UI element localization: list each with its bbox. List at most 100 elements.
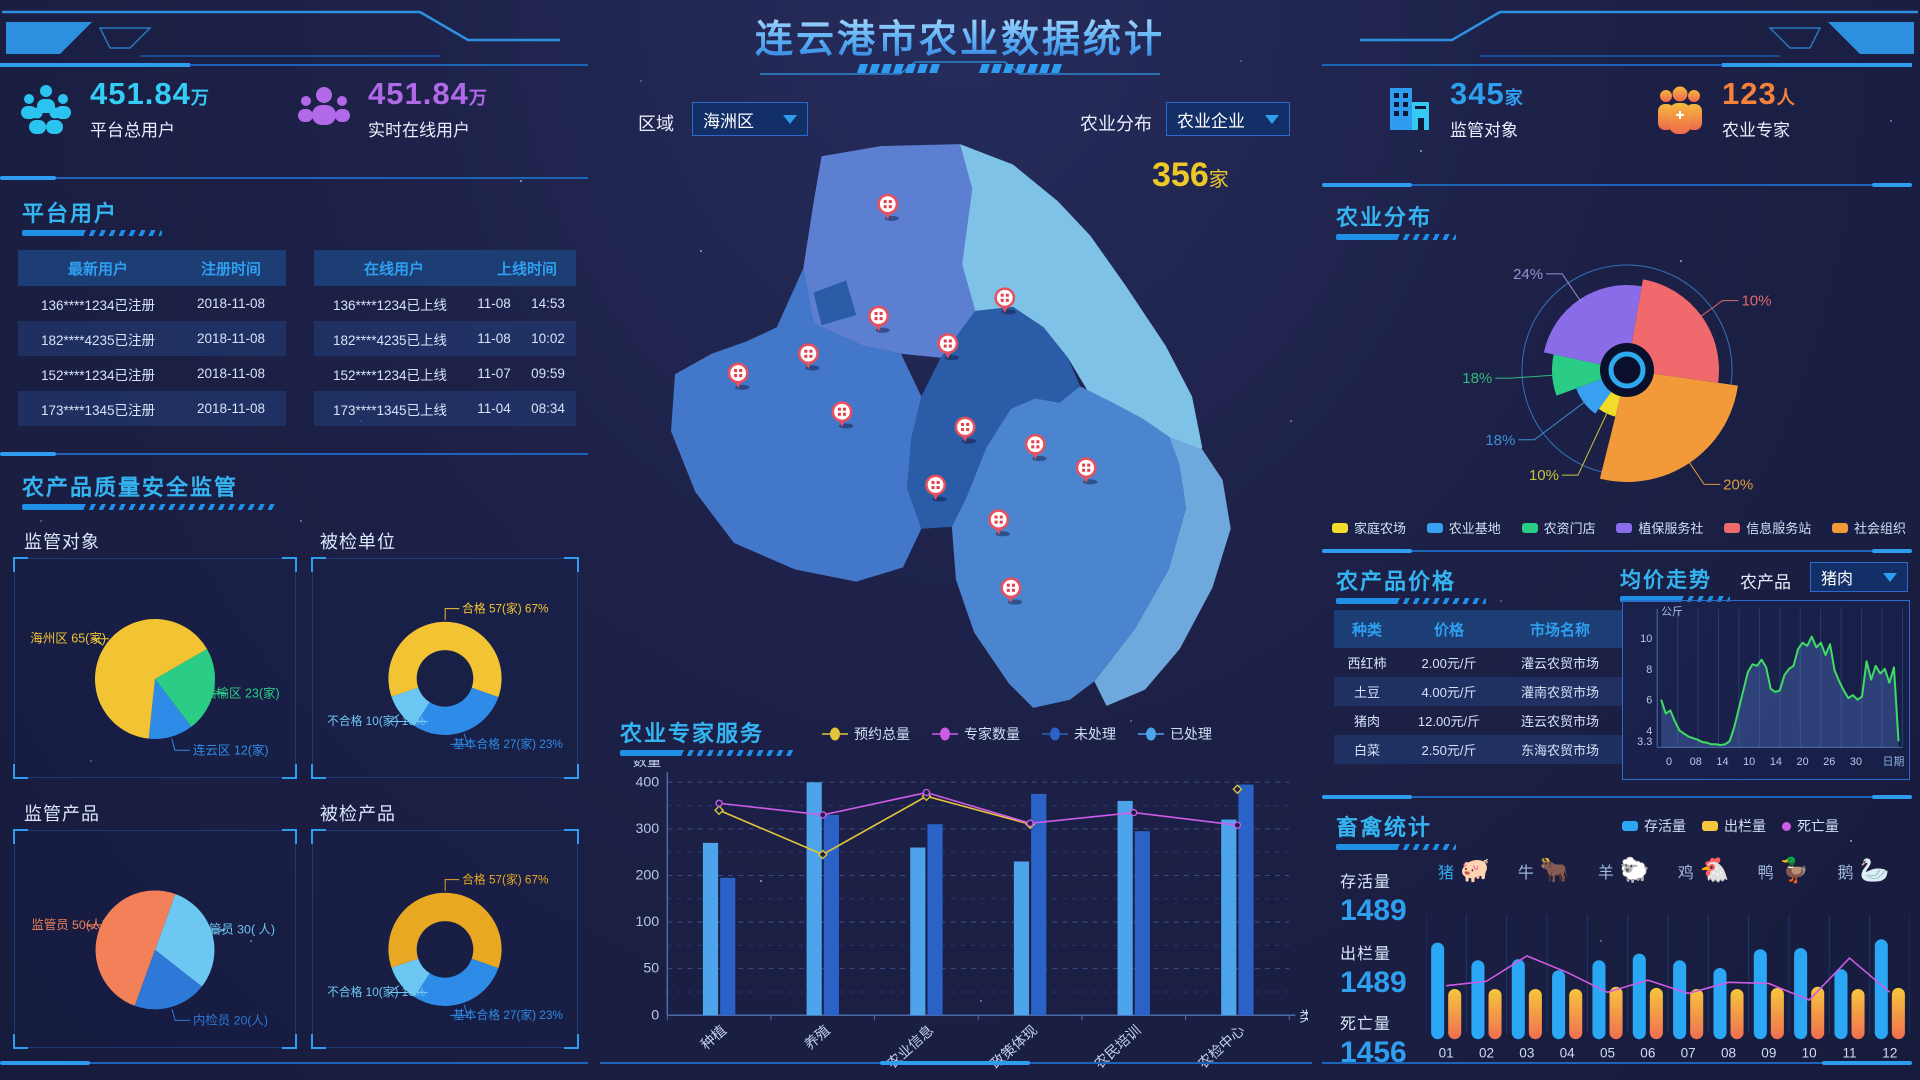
svg-text:08: 08 — [1721, 1045, 1736, 1060]
price-trend-box: 公斤 3.3 4 6 8 10 0 08 14 10 14 20 26 30 日期 — [1622, 600, 1910, 780]
animal-icon: 🐑 — [1619, 857, 1650, 884]
ribbon-pin-icon[interactable] — [994, 287, 1016, 315]
animal-icon: 🐔 — [1699, 857, 1730, 884]
stat-label: 农业专家 — [1722, 121, 1790, 140]
checked-units-donut: 合格 57(家) 67% 基本合格 27(家) 23% 不合格 10(家) 10% — [327, 601, 563, 751]
store-pin-icon[interactable] — [727, 362, 750, 390]
slaughter-stat: 出栏量 1489 — [1340, 946, 1407, 999]
legend-item[interactable]: 死亡量 — [1782, 816, 1839, 836]
section-title-quality: 农产品质量安全监管 — [22, 475, 239, 500]
donut-card-checked-products: 合格 57(家) 67% 基本合格 27(家) 23% 不合格 10(家) 10% — [311, 829, 579, 1049]
section-title-platform-users: 平台用户 — [22, 201, 119, 226]
animal-item-羊[interactable]: 羊 🐑 — [1597, 857, 1650, 884]
stat-unit: 人 — [1776, 88, 1795, 108]
svg-text:农检中心: 农检中心 — [1195, 1023, 1248, 1073]
expert-chart-legend: 预约总量 专家数量 未处理 已处理 — [822, 724, 1212, 744]
experts-icon — [1658, 86, 1702, 134]
legend-item[interactable]: 信息服务站 — [1724, 518, 1811, 537]
table-row: 136****1234已上线 11-08 14:53 — [332, 296, 565, 313]
legend-item[interactable]: 专家数量 — [932, 724, 1020, 744]
animal-icon: 🦢 — [1859, 857, 1890, 884]
animal-item-牛[interactable]: 牛 🐂 — [1517, 857, 1570, 884]
enterprise-count-badge: 356家 — [1152, 156, 1229, 194]
page-title: 连云港市农业数据统计 — [0, 8, 1920, 63]
divider — [0, 176, 588, 180]
center-panel: 区域 海洲区 农业分布 农业企业 356家 农业专家服务 预约总量 专家数量 未处理… — [600, 44, 1312, 1076]
svg-text:8: 8 — [1646, 664, 1652, 676]
animal-item-鹅[interactable]: 鹅 🦢 — [1837, 857, 1890, 884]
legend-item[interactable]: 已处理 — [1138, 724, 1212, 744]
list-pin-icon[interactable] — [868, 305, 890, 333]
legend-item[interactable]: 社会组织 — [1831, 518, 1906, 537]
animal-item-鸭[interactable]: 鸭 🦆 — [1757, 857, 1810, 884]
distribution-select[interactable]: 农业企业 — [1166, 102, 1290, 136]
legend-item[interactable]: 农资门店 — [1521, 518, 1596, 537]
legend-swatch — [1831, 522, 1848, 533]
price-table: 种类 价格 市场名称 西红柿 2.00元/斤 灌云农贸市场 土豆 4.00元/斤 灌南农贸市场… — [1334, 610, 1622, 764]
animal-item-鸡[interactable]: 鸡 🐔 — [1677, 857, 1730, 884]
stat-experts: 123人 农业专家 — [1654, 76, 1795, 141]
svg-text:0: 0 — [1666, 756, 1672, 768]
animal-icon: 🐖 — [1460, 857, 1490, 884]
svg-text:不合格 10(家) 10%: 不合格 10(家) 10% — [327, 714, 426, 728]
svg-text:26: 26 — [1823, 756, 1835, 768]
animal-item-猪[interactable]: 猪 🐖 — [1438, 857, 1490, 884]
legend-item[interactable]: 植保服务社 — [1616, 518, 1703, 537]
svg-text:合格 57(家) 67%: 合格 57(家) 67% — [462, 601, 549, 615]
truck-pin-icon[interactable] — [925, 474, 947, 502]
legend-item[interactable]: 出栏量 — [1702, 816, 1766, 836]
svg-text:不合格 10(家) 10%: 不合格 10(家) 10% — [327, 985, 426, 999]
legend-item[interactable]: 未处理 — [1042, 724, 1116, 744]
animal-selector: 猪 🐖 牛 🐂 羊 🐑 鸡 🐔 鸭 🦆 鹅 🦢 — [1438, 856, 1889, 885]
stat-value: 345 — [1450, 76, 1505, 111]
title-underline — [22, 504, 277, 510]
table-header: 最新用户 注册时间 — [18, 250, 286, 286]
wind-pin-icon[interactable] — [1000, 577, 1023, 605]
building-pin-icon[interactable] — [988, 509, 1010, 537]
svg-text:14: 14 — [1716, 756, 1728, 768]
svg-text:20%: 20% — [1723, 476, 1753, 493]
flag-pin-icon[interactable] — [1075, 457, 1098, 485]
home-pin-icon[interactable] — [797, 343, 820, 371]
factory-pin-icon[interactable] — [937, 333, 959, 361]
svg-text:400: 400 — [636, 774, 660, 790]
table-row: 西红柿 2.00元/斤 灌云农贸市场 — [1347, 656, 1599, 671]
svg-text:数量: 数量 — [633, 760, 661, 770]
svg-text:11: 11 — [1842, 1045, 1856, 1060]
divider — [1322, 183, 1912, 187]
district-map[interactable] — [614, 142, 1306, 712]
location-pin-icon[interactable] — [954, 416, 977, 444]
section-title-expert-service: 农业专家服务 — [620, 721, 765, 746]
svg-text:10%: 10% — [1529, 467, 1559, 484]
agri-distribution-rose-chart: 10% 18% 18% 24% 10% 20% — [1462, 264, 1771, 493]
checked-products-donut: 合格 57(家) 67% 基本合格 27(家) 23% 不合格 10(家) 10% — [327, 872, 563, 1022]
region-select[interactable]: 海洲区 — [692, 102, 808, 136]
stat-supervised: 345家 监管对象 — [1384, 76, 1523, 141]
section-title-trend: 均价走势 — [1620, 569, 1712, 592]
legend-item[interactable]: 预约总量 — [822, 724, 910, 744]
legend-item[interactable]: 存活量 — [1622, 816, 1686, 836]
title-underline — [22, 230, 162, 236]
product-select[interactable]: 猪肉 — [1810, 562, 1908, 592]
svg-text:3.3: 3.3 — [1637, 736, 1652, 748]
legend-swatch — [1702, 821, 1718, 831]
expert-service-chart: 050100200300400数量类型种植养殖农业信息政策体现农民培训农检中心 — [608, 760, 1308, 1073]
pie-card-supervise-products: 协管员 30( 人) 内检员 20(人) 监管员 50(人) — [13, 829, 297, 1049]
title-underline — [1336, 234, 1456, 240]
legend-item[interactable]: 家庭农场 — [1332, 518, 1406, 537]
svg-text:养殖: 养殖 — [801, 1022, 833, 1054]
stat-label: 监管对象 — [1450, 121, 1518, 140]
company-pin-icon[interactable] — [877, 193, 899, 221]
svg-text:01: 01 — [1439, 1045, 1454, 1060]
distribution-legend: 家庭农场 农业基地 农资门店 植保服务社 信息服务站 社会组织 — [1332, 518, 1906, 537]
person-pin-icon[interactable] — [831, 401, 854, 429]
svg-text:赣榆区 23(家): 赣榆区 23(家) — [204, 686, 280, 701]
svg-text:100: 100 — [636, 914, 660, 930]
divider — [1322, 795, 1912, 799]
stat-value: 123 — [1722, 76, 1777, 111]
header-decor-right — [1360, 10, 1918, 57]
tent-pin-icon[interactable] — [1024, 433, 1047, 462]
legend-item[interactable]: 农业基地 — [1426, 518, 1501, 537]
supervise-products-pie: 协管员 30( 人) 内检员 20(人) 监管员 50(人) — [31, 890, 275, 1027]
svg-text:30: 30 — [1850, 756, 1862, 768]
